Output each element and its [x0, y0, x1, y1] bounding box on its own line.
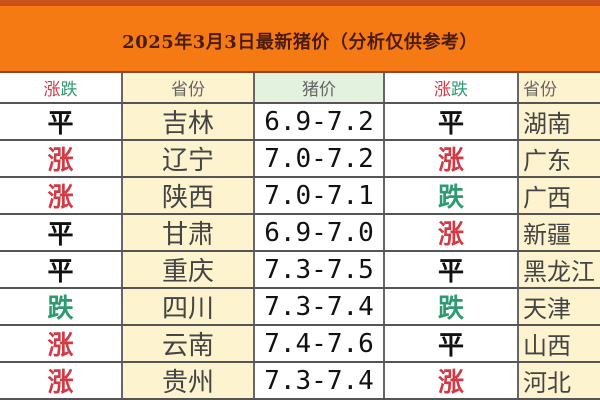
trend-cell: 平: [0, 215, 123, 250]
table-row: 跌四川 7.3-7.4 跌天津: [0, 289, 600, 326]
province-cell-right: 黑龙江: [519, 252, 600, 287]
header-row: 涨跌 省份 猪价 涨跌 省份: [0, 73, 600, 104]
header-province-right: 省份: [519, 73, 600, 102]
province-cell: 陕西: [123, 178, 255, 213]
trend-cell: 涨: [0, 363, 123, 398]
header-down-label: 跌: [60, 80, 78, 100]
province-cell-right: 广东: [519, 141, 600, 176]
trend-cell: 平: [0, 104, 123, 139]
province-cell-right: 河北: [519, 363, 600, 398]
table-row: 平吉林 6.9-7.2 平湖南: [0, 104, 600, 141]
trend-cell-right: 跌: [385, 289, 519, 324]
trend-cell-right: 涨: [385, 215, 519, 250]
trend-cell: 跌: [0, 289, 123, 324]
header-trend: 涨跌: [0, 73, 123, 102]
price-cell: 7.4-7.6: [255, 326, 385, 361]
table-row: 平甘肃 6.9-7.0 涨新疆: [0, 215, 600, 252]
trend-cell-right: 平: [385, 104, 519, 139]
price-cell: 7.0-7.2: [255, 141, 385, 176]
header-price: 猪价: [255, 73, 385, 102]
table-title: 2025年3月3日最新猪价（分析仅供参考）: [122, 32, 478, 53]
table-row: 涨云南 7.4-7.6 平山西: [0, 326, 600, 363]
title-banner: 2025年3月3日最新猪价（分析仅供参考）: [0, 0, 600, 73]
province-cell: 云南: [123, 326, 255, 361]
province-cell: 重庆: [123, 252, 255, 287]
province-cell: 吉林: [123, 104, 255, 139]
header-province: 省份: [123, 73, 255, 102]
table-row: 涨陕西 7.0-7.1 跌广西: [0, 178, 600, 215]
trend-cell: 涨: [0, 141, 123, 176]
header-down-label: 跌: [451, 80, 468, 100]
price-cell: 7.3-7.4: [255, 363, 385, 398]
header-up-label: 涨: [434, 80, 451, 100]
province-cell-right: 山西: [519, 326, 600, 361]
province-cell-right: 新疆: [519, 215, 600, 250]
trend-cell-right: 涨: [385, 363, 519, 398]
trend-cell: 平: [0, 252, 123, 287]
trend-cell-right: 平: [385, 326, 519, 361]
table-row: 涨贵州 7.3-7.4 涨河北: [0, 363, 600, 400]
province-cell: 甘肃: [123, 215, 255, 250]
price-cell: 6.9-7.0: [255, 215, 385, 250]
trend-cell: 涨: [0, 326, 123, 361]
price-cell: 6.9-7.2: [255, 104, 385, 139]
price-cell: 7.3-7.4: [255, 289, 385, 324]
trend-cell-right: 涨: [385, 141, 519, 176]
province-cell-right: 天津: [519, 289, 600, 324]
header-trend-right: 涨跌: [385, 73, 519, 102]
province-cell-right: 湖南: [519, 104, 600, 139]
province-cell: 四川: [123, 289, 255, 324]
price-cell: 7.3-7.5: [255, 252, 385, 287]
table-row: 平重庆 7.3-7.5 平黑龙江: [0, 252, 600, 289]
table-row: 涨辽宁 7.0-7.2 涨广东: [0, 141, 600, 178]
province-cell: 辽宁: [123, 141, 255, 176]
price-cell: 7.0-7.1: [255, 178, 385, 213]
province-cell-right: 广西: [519, 178, 600, 213]
province-cell: 贵州: [123, 363, 255, 398]
trend-cell-right: 平: [385, 252, 519, 287]
header-up-label: 涨: [43, 80, 61, 100]
trend-cell-right: 跌: [385, 178, 519, 213]
trend-cell: 涨: [0, 178, 123, 213]
